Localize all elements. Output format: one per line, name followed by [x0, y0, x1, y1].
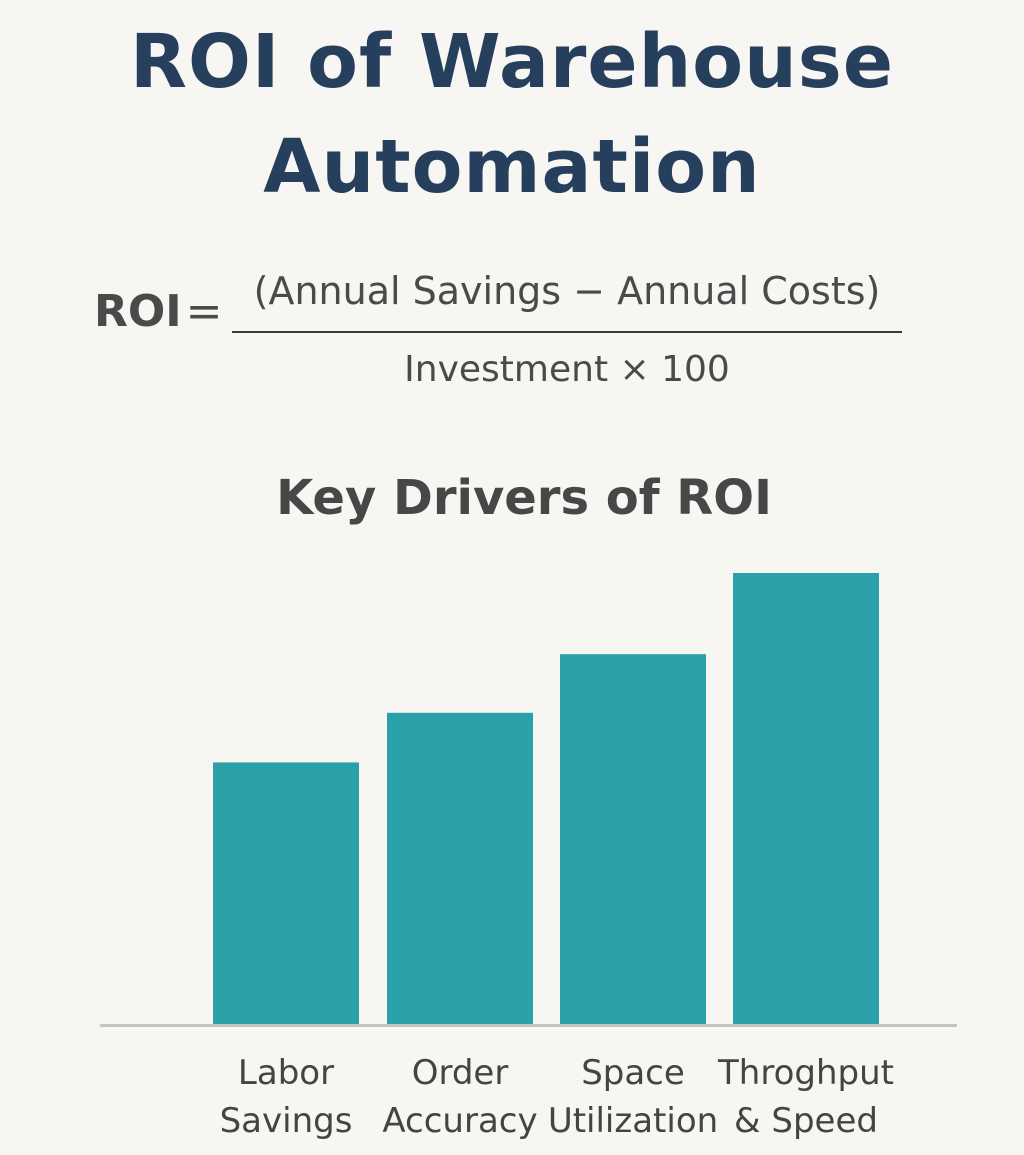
bar-3: [733, 573, 879, 1024]
formula-numerator: (Annual Savings − Annual Costs): [253, 269, 881, 313]
category-label-1: Order Accuracy: [365, 1049, 555, 1145]
category-label-2-line-1: Utilization: [547, 1101, 719, 1141]
category-label-3-line-0: Throghput: [718, 1053, 894, 1093]
formula-lhs: ROI=: [94, 290, 223, 334]
category-label-0-line-0: Labor: [237, 1053, 335, 1093]
category-label-2-line-0: Space: [581, 1053, 685, 1093]
category-label-1-line-0: Order: [411, 1053, 509, 1093]
formula-equals-sign: =: [185, 286, 223, 337]
formula-fraction-bar: [232, 331, 902, 333]
category-label-0: Labor Savings: [191, 1049, 381, 1145]
chart-title: Key Drivers of ROI: [276, 470, 772, 526]
category-label-0-line-1: Savings: [219, 1101, 353, 1141]
category-label-1-line-1: Accuracy: [382, 1101, 538, 1141]
category-label-3-line-1: & Speed: [734, 1101, 878, 1141]
x-axis-baseline: [100, 1024, 957, 1027]
bar-1: [387, 712, 533, 1024]
page-title-line-1: ROI of Warehouse: [129, 19, 895, 105]
category-label-2: Space Utilization: [538, 1049, 728, 1145]
bar-0: [213, 762, 359, 1024]
page-title-line-2: Automation: [263, 124, 761, 210]
category-label-3: Throghput & Speed: [711, 1049, 901, 1145]
formula-denominator: Investment × 100: [404, 349, 730, 390]
formula-roi-label: ROI: [94, 286, 182, 337]
bar-2: [560, 654, 706, 1024]
